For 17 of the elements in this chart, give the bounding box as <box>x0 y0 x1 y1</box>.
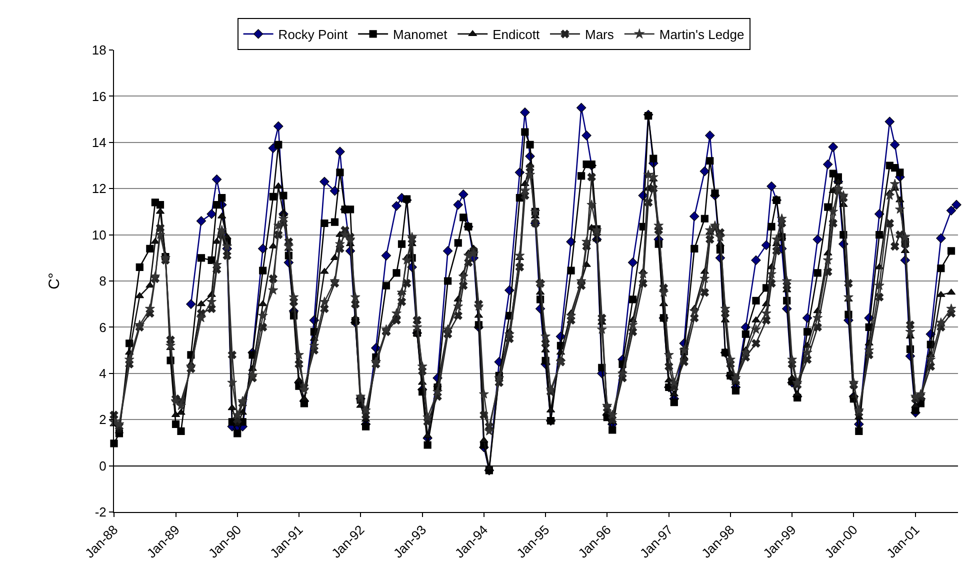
y-tick-label: 16 <box>92 88 106 104</box>
legend-label: Martin's Ledge <box>659 27 744 42</box>
y-tick-label: 4 <box>99 366 106 381</box>
legend-label: Rocky Point <box>278 27 348 42</box>
y-tick-label: 18 <box>92 42 106 58</box>
y-tick-label: 6 <box>99 320 106 335</box>
y-tick-label: -2 <box>94 504 106 520</box>
legend-label: Manomet <box>393 27 448 42</box>
y-tick-label: 8 <box>99 274 106 289</box>
legend-label: Endicott <box>492 27 540 42</box>
y-tick-label: 2 <box>99 412 106 428</box>
legend-label: Mars <box>584 27 614 42</box>
y-axis-title: C° <box>46 272 64 290</box>
y-tick-label: 10 <box>92 227 106 242</box>
y-tick-label: 0 <box>99 458 106 474</box>
y-tick-label: 12 <box>92 181 106 196</box>
y-tick-label: 14 <box>92 134 106 150</box>
